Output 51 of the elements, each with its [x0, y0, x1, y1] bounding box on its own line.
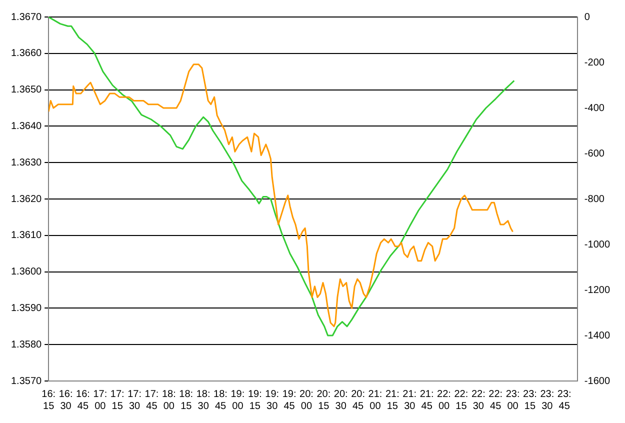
y-tick-label: 1.3590 [10, 302, 42, 314]
y-tick-label: 1.3660 [10, 48, 42, 60]
y-tick-label: 1.3640 [10, 120, 42, 132]
x-tick-label: 18:45 [214, 388, 228, 412]
x-tick-label: 21:15 [385, 388, 400, 412]
y-tick-label: 1.3570 [10, 376, 42, 387]
y2-tick-label: -600 [584, 148, 605, 160]
x-tick-label: 16:15 [42, 388, 56, 412]
y2-tick-label: -1400 [584, 330, 610, 342]
y-tick-label: 1.3670 [10, 12, 42, 23]
x-tick-label: 22:30 [471, 388, 486, 412]
x-tick-label: 20:30 [334, 388, 348, 412]
y2-tick-label: -800 [584, 194, 605, 205]
x-tick-label: 16:30 [58, 388, 73, 412]
y2-tick-label: -1200 [584, 284, 610, 296]
y-tick-label: 1.3650 [10, 84, 42, 96]
x-tick-label: 17:00 [93, 388, 108, 412]
y2-tick-label: 0 [584, 12, 590, 23]
x-tick-label: 23:45 [557, 388, 572, 412]
x-tick-label: 20:15 [316, 388, 331, 412]
y-tick-label: 1.3630 [10, 157, 42, 168]
y-tick-label: 1.3620 [10, 194, 42, 205]
x-tick-label: 20:00 [300, 388, 314, 412]
x-tick-label: 20:45 [351, 388, 365, 412]
x-tick-label: 22:00 [437, 388, 451, 412]
x-tick-label: 19:45 [282, 388, 296, 412]
x-tick-label: 22:15 [454, 388, 468, 412]
x-tick-label: 16:45 [76, 388, 90, 412]
x-tick-label: 23:15 [523, 388, 537, 412]
x-tick-label: 18:30 [196, 388, 210, 412]
x-tick-label: 23:00 [506, 388, 520, 412]
x-tick-label: 19:30 [265, 388, 280, 412]
x-tick-label: 21:45 [420, 388, 434, 412]
x-tick-label: 19:00 [230, 388, 245, 412]
x-tick-label: 21:00 [368, 388, 382, 412]
y-tick-label: 1.3600 [10, 266, 42, 278]
x-tick-label: 19:15 [248, 388, 262, 412]
x-tick-label: 18:00 [162, 388, 176, 412]
x-tick-label: 17:30 [128, 388, 142, 412]
y2-tick-label: -400 [584, 102, 605, 114]
x-tick-label: 22:45 [488, 388, 503, 412]
y-tick-label: 1.3610 [10, 230, 42, 242]
y2-tick-label: -1600 [584, 376, 610, 387]
y-tick-label: 1.3580 [10, 339, 42, 350]
x-tick-label: 18:15 [179, 388, 194, 412]
x-tick-label: 17:15 [110, 388, 124, 412]
x-tick-label: 23:30 [540, 388, 554, 412]
x-tick-label: 17:45 [144, 388, 159, 412]
x-tick-label: 21:30 [402, 388, 417, 412]
y2-tick-label: -200 [584, 57, 605, 68]
y2-tick-label: -1000 [584, 239, 610, 250]
